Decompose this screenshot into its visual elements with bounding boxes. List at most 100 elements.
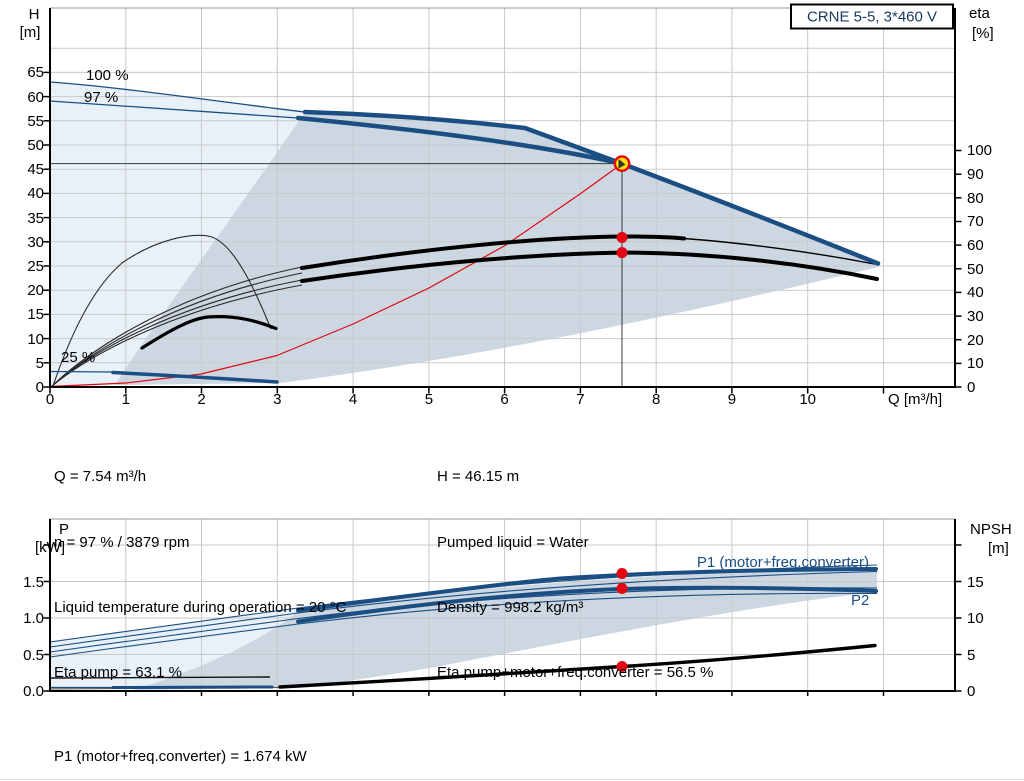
svg-text:0: 0 (36, 379, 44, 396)
speed-100-label: 100 % (86, 67, 129, 84)
svg-text:5: 5 (425, 391, 433, 408)
svg-text:55: 55 (27, 113, 44, 130)
qh-97pct-curve-thin (49, 100, 299, 119)
svg-text:50: 50 (27, 137, 44, 154)
p1-duty-dot (616, 568, 628, 579)
svg-text:0: 0 (46, 391, 54, 408)
svg-text:40: 40 (967, 284, 984, 301)
info-density-line: Density = 998.2 kg/m³ (437, 598, 584, 616)
qh-100pct-curve-thin (49, 81, 306, 113)
svg-text:10: 10 (799, 391, 816, 408)
p2-curve-label: P2 (851, 592, 869, 609)
svg-text:20: 20 (27, 282, 44, 299)
info-temperature-line: Liquid temperature during operation = 20… (54, 598, 347, 616)
info-q-line: Q = 7.54 m³/h (54, 468, 147, 486)
svg-text:3: 3 (273, 391, 281, 408)
npsh-curve (278, 643, 877, 689)
system-curve (49, 163, 623, 388)
svg-text:30: 30 (967, 308, 984, 325)
svg-text:90: 90 (967, 166, 984, 183)
power-ticks (43, 544, 962, 696)
svg-text:5: 5 (36, 355, 44, 372)
svg-text:1.5: 1.5 (23, 574, 44, 591)
h-axis-name: H (29, 6, 40, 23)
svg-text:45: 45 (27, 161, 44, 178)
qh-q-tick-labels: 0 1 2 3 4 5 6 7 8 9 10 (46, 391, 816, 408)
speed-25-label: 25 % (61, 349, 95, 366)
svg-text:0.0: 0.0 (23, 683, 44, 700)
qh-gridlines (50, 8, 955, 387)
info-eta-pump-line: Eta pump = 63.1 % (54, 663, 182, 681)
eta-pump-min-speed-curve (52, 234, 272, 387)
eta-pump-duty-dot (616, 232, 628, 243)
svg-text:60: 60 (967, 237, 984, 254)
p-axis-unit: [kW] (35, 539, 65, 556)
p1-curve (296, 567, 878, 613)
svg-text:15: 15 (27, 306, 44, 323)
qh-25pct-curve-thick (111, 370, 279, 384)
power-result-block: P1 (motor+freq.converter) = 1.674 kW P2 … (54, 703, 307, 781)
svg-text:0: 0 (967, 683, 975, 700)
info-eta-total-line: Eta pump+motor+freq.converter = 56.5 % (437, 663, 714, 681)
p1-curve-label: P1 (motor+freq.converter) (697, 554, 869, 571)
pump-title: CRNE 5-5, 3*460 V (807, 9, 937, 26)
svg-text:1: 1 (122, 391, 130, 408)
npsh-duty-dot (616, 661, 628, 672)
p2-curve (296, 585, 878, 624)
pump-title-box: CRNE 5-5, 3*460 V (790, 3, 954, 30)
power-axes (49, 519, 956, 692)
svg-text:5: 5 (967, 647, 975, 664)
duty-info-left-column: Q = 7.54 m³/h n = 97 % / 3879 rpm Liquid… (54, 423, 346, 705)
svg-text:0.5: 0.5 (23, 647, 44, 664)
p2-25pct-curve-thick (111, 685, 274, 689)
speed-97-label: 97 % (84, 89, 118, 106)
eta-axis-name: eta (969, 5, 991, 22)
npsh-axis-name: NPSH (970, 521, 1012, 538)
svg-text:65: 65 (27, 64, 44, 81)
npsh-axis-unit: [m] (988, 540, 1009, 557)
svg-text:15: 15 (967, 574, 984, 591)
qh-100pct-curve-thick (302, 109, 625, 166)
p2-duty-dot (616, 583, 628, 594)
power-chart-plot-area[interactable]: P1 (motor+freq.converter) P2 (49, 519, 955, 691)
svg-text:60: 60 (27, 89, 44, 106)
p-25pct-curve (49, 676, 271, 679)
qh-ticks (43, 71, 962, 394)
svg-text:35: 35 (27, 210, 44, 227)
svg-text:8: 8 (652, 391, 660, 408)
eta-total-duty-dot (616, 247, 628, 259)
qh-chart-plot-area[interactable]: 100 % 97 % 25 % (49, 8, 955, 388)
svg-text:4: 4 (349, 391, 357, 408)
eta-pump-curve-thick (300, 234, 686, 270)
svg-text:0: 0 (967, 379, 975, 396)
qh-max-boundary-curve (619, 161, 881, 266)
svg-text:50: 50 (967, 261, 984, 278)
svg-text:9: 9 (728, 391, 736, 408)
svg-text:70: 70 (967, 213, 984, 230)
power-p-tick-labels: 0.0 0.5 1.0 1.5 (23, 574, 44, 700)
svg-text:80: 80 (967, 190, 984, 207)
svg-text:40: 40 (27, 185, 44, 202)
qh-eta-tick-labels: 0 10 20 30 40 50 60 70 80 90 100 (967, 142, 992, 396)
bottom-divider (0, 779, 1024, 780)
qh-operating-envelope-region (115, 112, 878, 385)
q-axis-label: Q [m³/h] (888, 391, 942, 408)
eta-axis-unit: [%] (972, 25, 994, 42)
svg-text:2: 2 (197, 391, 205, 408)
svg-text:10: 10 (27, 331, 44, 348)
svg-text:1.0: 1.0 (23, 610, 44, 627)
svg-text:10: 10 (967, 610, 984, 627)
info-liquid-line: Pumped liquid = Water (437, 533, 589, 551)
duty-info-right-column: H = 46.15 m Pumped liquid = Water Densit… (437, 423, 713, 705)
power-npsh-tick-labels: 0 5 10 15 (967, 574, 984, 700)
svg-text:20: 20 (967, 332, 984, 349)
duty-point-marker[interactable] (613, 155, 631, 173)
svg-text:10: 10 (967, 355, 984, 372)
eta-total-min-speed-curve (140, 315, 278, 350)
eta-pump-curve-thin (683, 237, 878, 266)
result-p1-line: P1 (motor+freq.converter) = 1.674 kW (54, 748, 307, 766)
p-axis-name: P (59, 521, 69, 538)
svg-text:25: 25 (27, 258, 44, 275)
